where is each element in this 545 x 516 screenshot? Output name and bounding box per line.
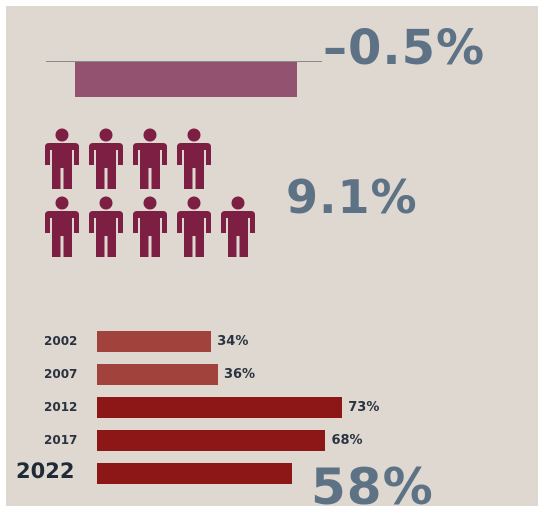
negative-change-bar <box>75 62 297 97</box>
person-icon <box>174 128 214 190</box>
bar-2007 <box>97 364 218 385</box>
person-icon <box>130 128 170 190</box>
value-label: 36% <box>223 367 256 382</box>
person-icon <box>174 196 214 258</box>
year-label: 2007 <box>44 367 78 381</box>
bar-2017 <box>97 430 326 451</box>
person-icon <box>218 196 258 258</box>
baseline-line <box>46 61 322 62</box>
infographic-panel: –0.5% 9.1% 2002 34% 2007 36% 2012 73% 2017 68% 2… <box>6 6 538 512</box>
top-change-value: –0.5% <box>323 20 486 76</box>
people-change-value: 9.1% <box>286 170 418 224</box>
person-icon <box>86 196 126 258</box>
bar-2022 <box>97 463 292 484</box>
value-label-large: 58% <box>311 458 434 516</box>
person-icon <box>130 196 170 258</box>
value-label: 34% <box>217 334 249 349</box>
person-icon <box>42 196 82 258</box>
person-icon <box>86 128 126 190</box>
year-label: 2012 <box>44 400 78 414</box>
bar-2012 <box>97 397 343 418</box>
year-label: 2022 <box>16 459 75 483</box>
person-icon <box>42 128 82 190</box>
value-label: 73% <box>348 400 380 415</box>
value-label: 68% <box>331 433 363 448</box>
year-label: 2017 <box>44 433 78 447</box>
year-label: 2002 <box>44 334 78 348</box>
bar-2002 <box>97 331 212 352</box>
